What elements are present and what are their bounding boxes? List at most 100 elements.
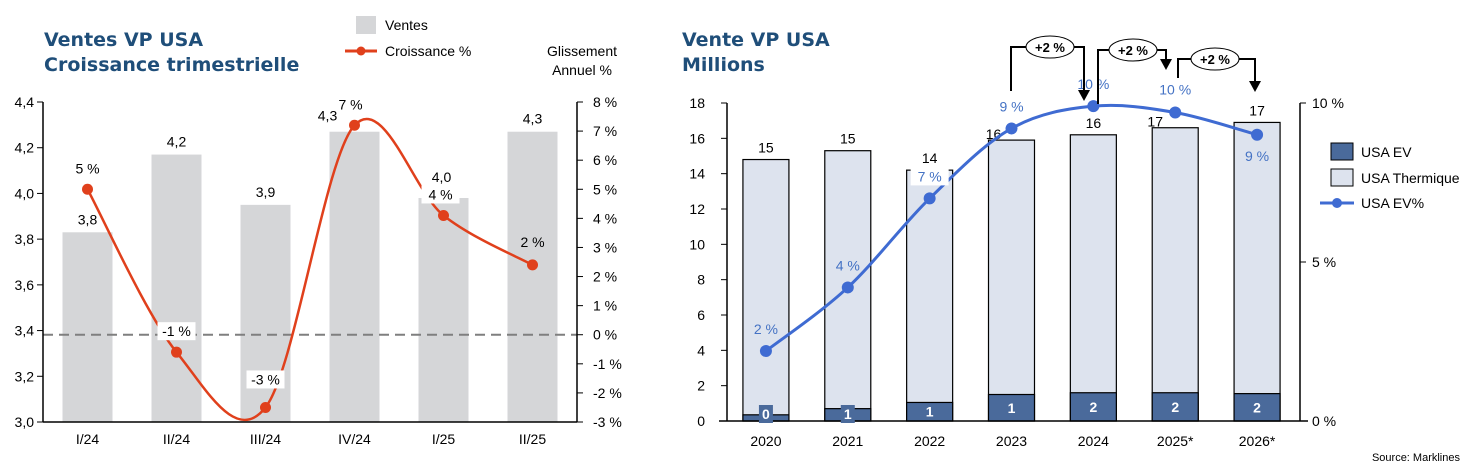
- total-bar-label: 14: [922, 150, 938, 166]
- croissance-marker-II/24: [171, 346, 182, 358]
- left-tick-label: 6: [697, 307, 705, 323]
- ev-pct-label: 9 %: [1245, 148, 1269, 164]
- right-tick-label: -3 %: [593, 414, 622, 430]
- x-tick-label: IV/24: [338, 431, 371, 447]
- right-tick-label: -2 %: [593, 385, 622, 401]
- ev-bar-label: 2: [1171, 399, 1179, 415]
- right-tick-label: 7 %: [593, 123, 617, 139]
- left-chart-subtitle: Croissance trimestrielle: [44, 54, 299, 76]
- right-chart-title: Vente VP USA: [682, 29, 830, 51]
- x-tick-label: 2024: [1078, 433, 1109, 449]
- x-tick-label: 2023: [996, 433, 1027, 449]
- right-chart-subtitle: Millions: [682, 54, 765, 76]
- legend-usa-evpct-marker: [1332, 198, 1342, 208]
- growth-annotation-arrow: [1249, 81, 1261, 92]
- ev-pct-label: 2 %: [754, 321, 778, 337]
- croissance-marker-I/24: [82, 183, 93, 195]
- ev-label-bg: [840, 405, 855, 423]
- left-tick-label: 12: [689, 201, 705, 217]
- ev-bar-2024: [1069, 392, 1117, 422]
- left-legend: Ventes Croissance %: [345, 16, 471, 59]
- right-tick-label: 4 %: [593, 210, 617, 226]
- x-tick-label: 2022: [914, 433, 945, 449]
- growth-annotation-arrow: [1160, 59, 1172, 70]
- croissance-label: 7 %: [338, 96, 362, 112]
- croissance-label-bg: [157, 322, 196, 341]
- croissance-marker-I/25: [438, 209, 449, 221]
- left-right-axis-title-line2: Annuel %: [552, 62, 612, 78]
- right-legend: USA EV USA Thermique USA EV%: [1320, 142, 1460, 211]
- croissance-label: -1 %: [162, 323, 191, 339]
- left-tick-label: 4: [697, 342, 705, 358]
- left-tick-label: 3,2: [15, 368, 35, 384]
- ev-pct-marker-2020: [759, 345, 772, 358]
- legend-croissance-marker: [356, 46, 366, 56]
- ventes-bar-II/25: [507, 131, 558, 422]
- total-bar-label: 17: [1147, 114, 1163, 130]
- x-tick-label: III/24: [250, 431, 281, 447]
- ventes-bar-II/24: [151, 154, 202, 423]
- right-tick-label: 1 %: [593, 298, 617, 314]
- ev-pct-label: 10 %: [1077, 76, 1109, 92]
- left-tick-label: 3,6: [15, 277, 35, 293]
- growth-annotation-label: +2 %: [1118, 43, 1148, 58]
- croissance-label: 2 %: [520, 234, 544, 250]
- thermique-bar-2022: [906, 169, 954, 422]
- ev-pct-label: 10 %: [1159, 82, 1191, 98]
- x-tick-label: 2020: [750, 433, 781, 449]
- right-tick-label: 0 %: [593, 327, 617, 343]
- left-tick-label: 8: [697, 272, 705, 288]
- thermique-bar-2020: [742, 158, 790, 422]
- left-tick-label: 3,4: [15, 323, 35, 339]
- left-tick-label: 10: [689, 236, 705, 252]
- thermique-bar-2024: [1069, 134, 1117, 422]
- left-right-axis-title-line1: Glissement: [547, 43, 617, 59]
- left-tick-label: 14: [689, 166, 705, 182]
- left-chart: 3,0 3,2 3,4 3,6 3,8 4,0 4,2 4,4 -3 % -2 % -1 % 0 % 1…: [15, 94, 622, 447]
- left-tick-label: 2: [697, 378, 705, 394]
- ev-bar-label: 1: [844, 406, 852, 422]
- ev-bar-label: 2: [1253, 399, 1261, 415]
- croissance-marker-III/24: [260, 401, 271, 413]
- x-tick-label: 2021: [832, 433, 863, 449]
- x-tick-label: II/24: [163, 431, 190, 447]
- source-note: Source: Marklines: [1372, 452, 1461, 464]
- right-tick-label: -1 %: [593, 356, 622, 372]
- ventes-bar-IV/24: [329, 131, 380, 422]
- left-tick-label: 3,0: [15, 414, 35, 430]
- ventes-bar-III/24: [240, 204, 291, 422]
- ev-bar-label: 1: [1008, 400, 1016, 416]
- growth-annotation-label: +2 %: [1200, 52, 1230, 67]
- legend-usa-evpct-label: USA EV%: [1361, 195, 1424, 211]
- legend-usa-thermique-swatch: [1330, 168, 1354, 187]
- croissance-label: -3 %: [251, 371, 280, 387]
- ventes-bar-label: 3,8: [78, 211, 98, 227]
- left-tick-label: 18: [689, 95, 705, 111]
- ev-pct-marker-2025*: [1169, 106, 1182, 119]
- right-tick-label: 5 %: [1312, 254, 1336, 270]
- ventes-bar-I/24: [62, 232, 113, 422]
- legend-usa-ev-swatch: [1330, 142, 1354, 161]
- ev-pct-marker-2024: [1087, 100, 1100, 113]
- legend-ventes-swatch: [356, 16, 376, 34]
- left-tick-label: 0: [697, 413, 705, 429]
- ev-bar-label: 2: [1089, 399, 1097, 415]
- total-bar-label: 16: [1086, 115, 1102, 131]
- x-tick-label: 2025*: [1157, 433, 1194, 449]
- right-tick-label: 6 %: [593, 152, 617, 168]
- total-bar-label: 15: [758, 140, 774, 156]
- ventes-bar-label: 4,3: [318, 108, 338, 124]
- ventes-bar-I/25: [418, 198, 469, 422]
- croissance-marker-IV/24: [349, 119, 360, 131]
- ventes-bar-label: 3,9: [256, 184, 276, 200]
- right-tick-label: 10 %: [1312, 95, 1344, 111]
- ev-pct-label: 4 %: [836, 257, 860, 273]
- growth-annotation-label: +2 %: [1035, 40, 1065, 55]
- growth-annotation-ellipse: [1025, 35, 1075, 59]
- croissance-label-bg: [421, 185, 460, 204]
- ev-pct-marker-2022: [923, 192, 936, 205]
- total-bar-label: 15: [840, 131, 856, 147]
- growth-annotation-arrow: [1078, 90, 1090, 101]
- left-chart-title: Ventes VP USA: [44, 29, 203, 51]
